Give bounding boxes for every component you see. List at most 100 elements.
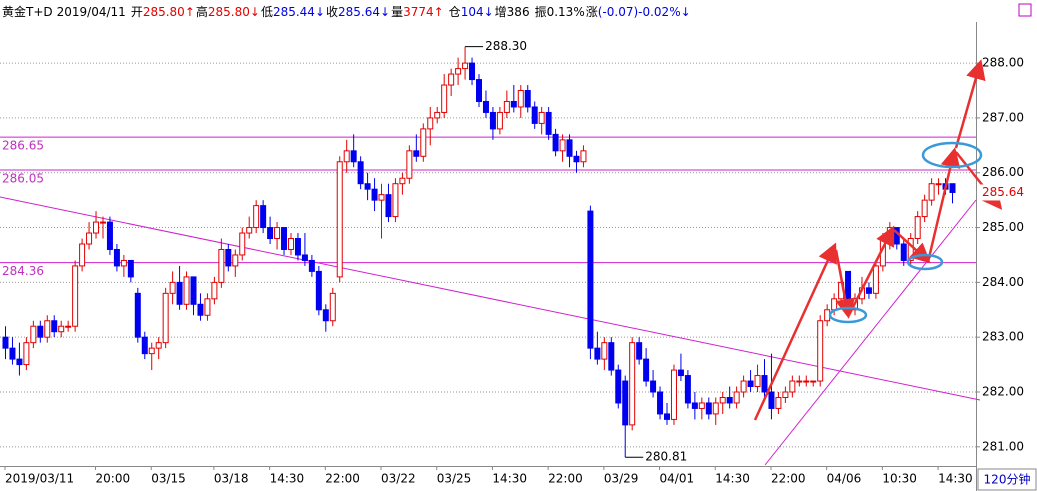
candle-body [782,391,789,398]
stat-value: 285.64↓ [338,5,390,19]
highlight-ellipse [921,141,983,169]
candle-body [427,117,434,130]
candle-body [127,259,134,278]
arrow [954,59,986,149]
y-tick-label: 286.00 [982,165,1024,179]
candle-body [274,227,281,240]
candle-body [343,150,350,163]
candle-body [643,358,650,382]
candle-body [385,194,392,218]
candle-body [650,380,657,393]
candle-body [747,380,754,388]
candle-body [677,369,684,377]
candle-body [914,216,921,240]
candle-body [698,402,705,409]
candle-body [336,161,343,278]
candle-body [726,396,733,404]
candle-body [294,238,301,256]
x-tick-label: 04/06 [827,472,862,486]
candle-body [921,199,928,218]
candles: 288.30 280.81 [2,39,956,464]
candle-body [260,205,267,229]
candle-body [754,375,761,388]
candle-body [636,342,643,360]
candle-body [573,155,580,163]
candle-body [455,68,462,75]
candle-body [169,281,176,294]
candle-body [58,325,65,333]
candle-body [503,100,510,113]
candle-body [524,90,531,108]
candle-body [79,243,86,267]
candle-body [552,133,559,152]
candle-body [510,100,517,108]
candle-body [705,402,712,415]
stat-label: 低 [261,5,273,19]
candle-body [267,227,274,240]
stat-label: 高 [196,4,208,19]
x-tick-label: 03/22 [381,472,416,486]
candle-body [448,73,455,86]
candle-body [141,336,148,355]
x-tick-label: 22:00 [548,472,583,486]
candle-body [496,111,503,130]
candle-body [9,347,16,360]
window-icon[interactable] [1018,3,1032,17]
candle-body [810,380,817,383]
highlight-ellipse [828,306,868,324]
date: 2019/04/11 [57,5,126,19]
stat-label: 量 [391,5,403,19]
candle-body [392,183,399,218]
stat-value: (-0.07)-0.02%↓ [598,5,691,19]
highlight-ellipse [906,253,944,271]
candle-body [900,243,907,261]
candle-body [225,248,232,267]
x-tick-label: 03/18 [214,472,249,486]
x-tick-label: 14:30 [270,472,305,486]
candle-body [796,380,803,383]
x-tick-label: 14:30 [938,472,973,486]
candle-body [176,281,183,305]
candle-body [148,347,155,355]
x-tick-label: 03/15 [151,472,186,486]
candle-body [489,111,496,130]
candle-body [204,298,211,316]
candle-body [587,210,594,349]
stat-label: 增 [495,5,507,19]
stat-label: 仓 [449,5,461,19]
stat-label: 涨 [586,4,598,19]
candle-body [301,254,308,261]
y-tick-label: 282.00 [982,385,1024,399]
candle-body [566,139,573,157]
stat-value: 285.44↓ [273,5,325,19]
x-tick-label: 03/25 [437,472,472,486]
candle-body [239,232,246,256]
last-price-label: 285.64 [982,185,1024,199]
x-tick-label: 04/01 [660,472,695,486]
level-label: 286.05 [2,172,44,186]
grid: 281.00 282.00 283.00 284.00 285.00 286.00 287.… [0,56,1024,486]
candle-body [232,254,239,267]
candle-body [120,259,127,267]
y-tick-label: 287.00 [982,110,1024,124]
level-label: 284.36 [2,264,44,278]
candle-body [629,342,636,426]
candle-body [740,380,747,393]
candle-body [775,396,782,409]
y-tick-label: 288.00 [982,56,1024,70]
candle-body [789,380,796,393]
candle-body [817,320,824,382]
period-label[interactable]: 120分钟 [984,472,1031,487]
candle-body [113,248,120,267]
candle-body [719,396,726,404]
candle-body [30,325,37,344]
candle-body [357,161,364,185]
candle-body [183,276,190,305]
candle-body [462,62,469,70]
stat-label: 开 [131,5,143,19]
candle-body [608,342,615,371]
period-box[interactable] [977,468,1037,491]
candle-body [928,183,935,201]
